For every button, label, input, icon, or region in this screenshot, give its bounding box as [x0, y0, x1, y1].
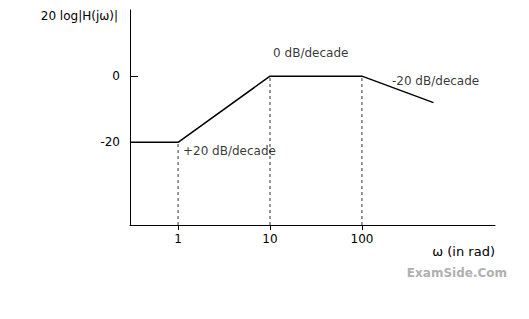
svg-text:ω (in rad): ω (in rad): [432, 244, 495, 259]
svg-text:100: 100: [350, 232, 373, 246]
svg-text:0 dB/decade: 0 dB/decade: [273, 46, 348, 60]
svg-text:-20 dB/decade: -20 dB/decade: [392, 74, 479, 88]
svg-text:-20: -20: [100, 135, 120, 149]
svg-text:0: 0: [112, 69, 120, 83]
svg-text:1: 1: [174, 232, 182, 246]
svg-text:+20 dB/decade: +20 dB/decade: [183, 144, 276, 158]
svg-text:ExamSide.Com: ExamSide.Com: [407, 266, 507, 280]
svg-text:20 log|H(jω)|: 20 log|H(jω)|: [41, 9, 118, 23]
svg-text:10: 10: [262, 232, 277, 246]
